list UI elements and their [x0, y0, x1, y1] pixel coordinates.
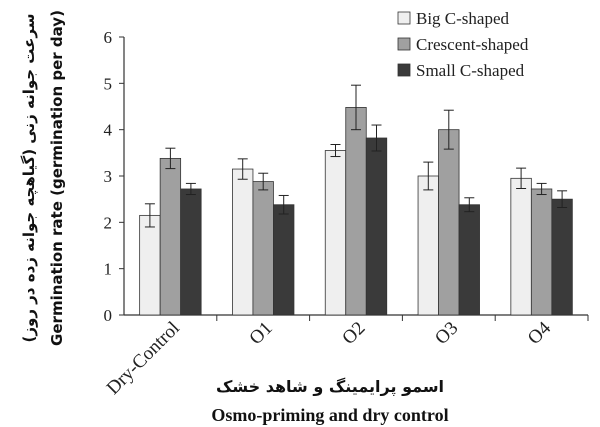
y-axis-label-group: سرعت جوانه زنی (گیاهچه جوانه زده در روز)… [20, 10, 66, 346]
x-tick-label: O3 [431, 318, 462, 349]
bar-crescent-shaped-o4 [530, 188, 553, 316]
y-tick-label: 5 [104, 74, 113, 93]
x-tick-label: O4 [524, 317, 556, 349]
bar-big-c-shaped-o1 [232, 168, 254, 316]
y-tick-label: 6 [104, 28, 113, 47]
y-tick-label: 0 [104, 306, 113, 325]
bar-small-c-shaped-o2 [365, 137, 388, 316]
plot-area: 0 1 2 3 4 5 6 Dry-Control O1 O2 O3 O4 [103, 28, 589, 399]
x-tick-label: O2 [338, 318, 369, 349]
y-tick-label: 4 [104, 121, 113, 140]
y-tick-label: 2 [104, 213, 113, 232]
bar-small-c-shaped-o1 [273, 204, 295, 316]
legend-label: Small C-shaped [416, 61, 525, 80]
y-axis-label-persian: سرعت جوانه زنی (گیاهچه جوانه زده در روز) [20, 14, 39, 343]
legend-swatch [397, 63, 411, 77]
bar-crescent-shaped-dry-control [159, 157, 182, 316]
legend-swatch [397, 11, 411, 25]
bar-crescent-shaped-o2 [345, 107, 367, 316]
x-tick-label: O1 [245, 318, 276, 349]
legend: Big C-shaped Crescent-shaped Small C-shape… [397, 9, 529, 80]
x-axis-label-english: Osmo-priming and dry control [211, 405, 448, 425]
legend-label: Crescent-shaped [416, 35, 529, 54]
bar-crescent-shaped-o1 [252, 181, 274, 316]
y-axis-label-english: Germination rate (germination per day) [48, 10, 66, 346]
x-axis-label-persian: اسمو پرایمینگ و شاهد خشک [216, 377, 444, 397]
bar-small-c-shaped-o4 [551, 198, 573, 316]
bar-big-c-shaped-o3 [417, 175, 439, 316]
y-tick-label: 1 [104, 260, 113, 279]
bar-crescent-shaped-o3 [438, 129, 460, 316]
legend-label: Big C-shaped [416, 9, 510, 28]
x-tick-label: Dry-Control [103, 318, 184, 399]
bar-small-c-shaped-dry-control [180, 188, 202, 316]
bar-big-c-shaped-o4 [510, 177, 532, 316]
bar-small-c-shaped-o3 [458, 204, 480, 316]
y-tick-label: 3 [104, 167, 113, 186]
legend-swatch [397, 37, 411, 51]
bar-big-c-shaped-dry-control [139, 214, 161, 316]
bar-big-c-shaped-o2 [324, 150, 347, 316]
